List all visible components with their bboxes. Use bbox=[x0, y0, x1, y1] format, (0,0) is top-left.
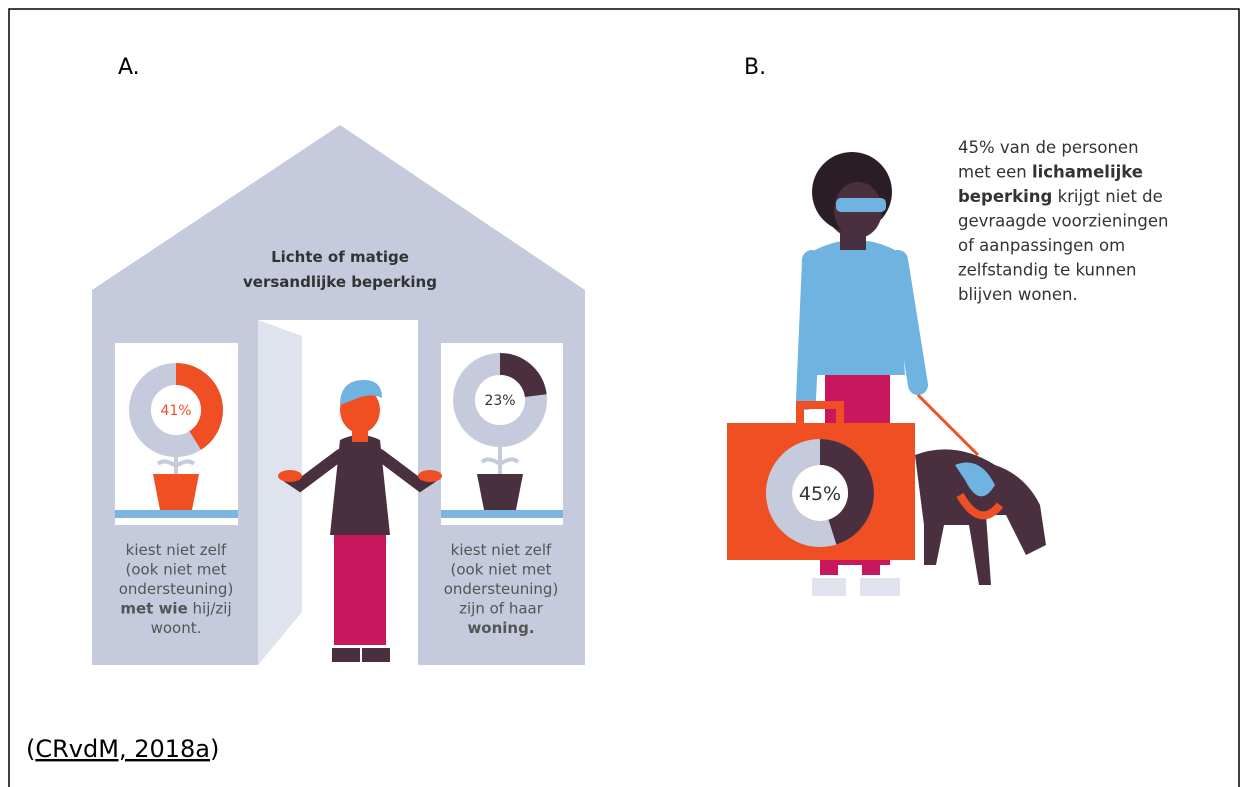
text-segment: 45% van de personen bbox=[958, 138, 1139, 157]
text-line: beperking krijgt niet de bbox=[958, 187, 1163, 206]
person bbox=[278, 380, 442, 662]
text-line: blijven wonen. bbox=[958, 285, 1078, 304]
text-segment: kiest niet zelf bbox=[451, 541, 552, 559]
text-line: of aanpassingen om bbox=[958, 236, 1125, 255]
text-line: (ook niet met bbox=[451, 561, 552, 579]
text-line: 45% van de personen bbox=[958, 138, 1139, 157]
source: (CRvdM, 2018a) bbox=[26, 735, 219, 763]
text-line: kiest niet zelf bbox=[126, 541, 227, 559]
source-link[interactable]: CRvdM, 2018a bbox=[35, 735, 210, 763]
text-line: met een lichamelijke bbox=[958, 163, 1143, 182]
source-paren: ( bbox=[26, 735, 35, 763]
text-segment: zijn of haar bbox=[459, 600, 544, 618]
text-segment: woont. bbox=[151, 619, 202, 637]
text-line: zijn of haar bbox=[459, 600, 544, 618]
text-segment: zelfstandig te kunnen bbox=[958, 261, 1137, 280]
text-segment: ondersteuning) bbox=[119, 580, 234, 598]
text-segment: ondersteuning) bbox=[444, 580, 559, 598]
text-line: woning. bbox=[467, 619, 534, 637]
text-segment: kiest niet zelf bbox=[126, 541, 227, 559]
text-segment: beperking bbox=[958, 187, 1052, 206]
plant bbox=[153, 447, 523, 510]
donut-label: 45% bbox=[799, 483, 841, 505]
text-segment: woning. bbox=[467, 619, 534, 637]
text-line: ondersteuning) bbox=[444, 580, 559, 598]
text-line: kiest niet zelf bbox=[451, 541, 552, 559]
text-segment: met een bbox=[958, 163, 1032, 182]
sill bbox=[115, 510, 238, 518]
donut-label: 41% bbox=[160, 403, 191, 419]
house-title: versandlijke beperking bbox=[243, 273, 437, 291]
text-segment: lichamelijke bbox=[1032, 163, 1143, 182]
text-segment: (ook niet met bbox=[126, 561, 227, 579]
donut-hole bbox=[151, 385, 201, 435]
text-segment: krijgt niet de bbox=[1052, 187, 1162, 206]
house-title: Lichte of matige bbox=[271, 248, 409, 266]
text-segment: met wie bbox=[120, 600, 187, 618]
panel-label: B. bbox=[744, 55, 766, 80]
text-line: gevraagde voorzieningen bbox=[958, 212, 1168, 231]
text-line: woont. bbox=[151, 619, 202, 637]
text-segment: hij/zij bbox=[188, 600, 232, 618]
text-segment: gevraagde voorzieningen bbox=[958, 212, 1168, 231]
text-segment: (ook niet met bbox=[451, 561, 552, 579]
text-line: met wie hij/zij bbox=[120, 600, 231, 618]
source-paren: ) bbox=[210, 735, 219, 763]
text-line: ondersteuning) bbox=[119, 580, 234, 598]
frame bbox=[8, 8, 1240, 787]
door bbox=[258, 320, 302, 665]
text-segment: blijven wonen. bbox=[958, 285, 1078, 304]
dog bbox=[915, 393, 1046, 585]
text-line: (ook niet met bbox=[126, 561, 227, 579]
text-segment: of aanpassingen om bbox=[958, 236, 1125, 255]
text-line: zelfstandig te kunnen bbox=[958, 261, 1137, 280]
donut-arc bbox=[766, 439, 874, 547]
panel-label: A. bbox=[118, 55, 140, 80]
donut-label: 23% bbox=[484, 393, 515, 409]
sill bbox=[441, 510, 563, 518]
donut-arc bbox=[129, 363, 223, 457]
donut-hole bbox=[475, 375, 525, 425]
donut-arc bbox=[453, 353, 547, 447]
donut-hole bbox=[792, 465, 848, 521]
